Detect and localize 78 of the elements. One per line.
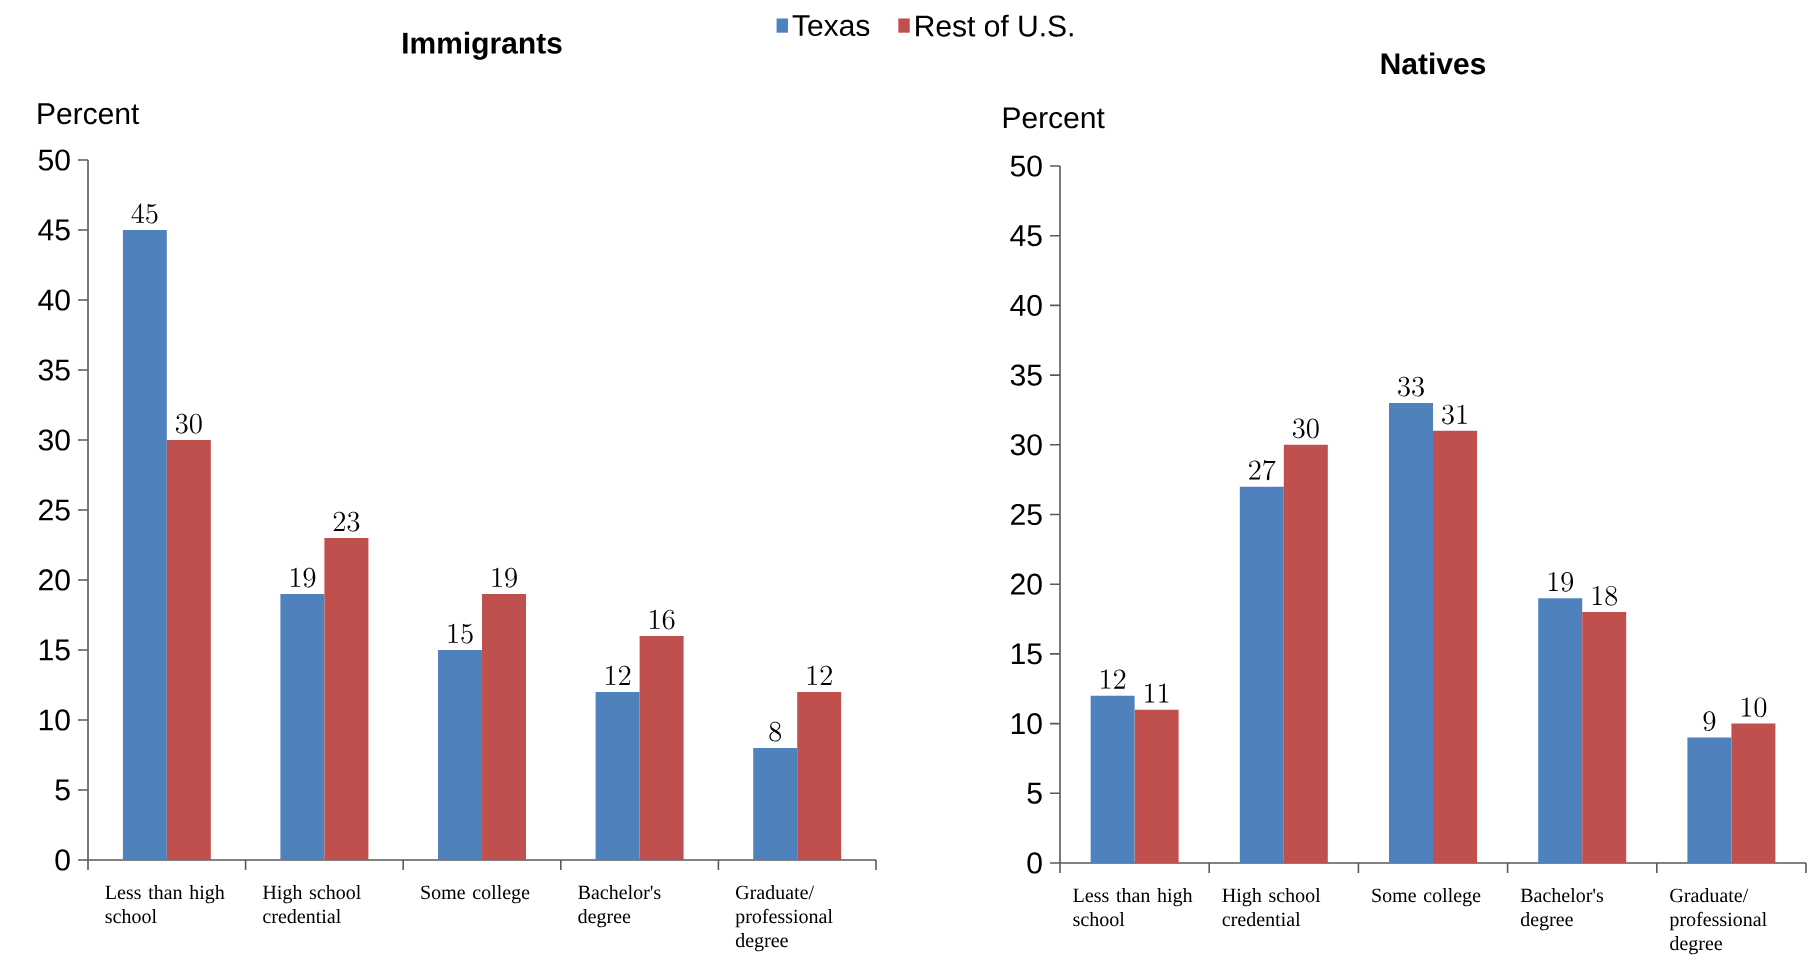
data-label: 10 bbox=[1741, 697, 1767, 718]
y-tick-label: 10 bbox=[39, 709, 70, 731]
y-tick-label: 45 bbox=[38, 219, 70, 241]
x-tick-label: Bachelor's degree bbox=[1520, 888, 1604, 931]
y-tick-label: 0 bbox=[55, 849, 70, 871]
x-tick-label: Graduate/ professional degree bbox=[735, 885, 833, 952]
bar bbox=[1433, 430, 1478, 863]
y-tick-label: 25 bbox=[39, 499, 70, 521]
y-tick-label: 10 bbox=[1011, 712, 1042, 735]
data-label: 12 bbox=[1101, 669, 1126, 689]
y-tick-label: 50 bbox=[38, 149, 70, 171]
data-label: 30 bbox=[1292, 418, 1319, 439]
bar bbox=[797, 692, 842, 860]
data-label: 19 bbox=[290, 567, 316, 588]
y-tick-label: 25 bbox=[1011, 503, 1042, 526]
data-label: 33 bbox=[1398, 376, 1424, 397]
bar bbox=[324, 538, 369, 860]
data-label: 30 bbox=[175, 413, 202, 434]
chart-title: Natives bbox=[1381, 52, 1486, 75]
y-tick-label: 5 bbox=[1027, 782, 1042, 804]
bar bbox=[122, 230, 167, 860]
bar bbox=[1538, 598, 1583, 863]
x-tick-label: Bachelor's degree bbox=[578, 885, 661, 928]
bar bbox=[595, 692, 640, 860]
y-tick-label: 40 bbox=[1010, 294, 1042, 317]
y-tick-label: 35 bbox=[1010, 364, 1042, 386]
bar bbox=[1731, 723, 1776, 863]
y-tick-label: 30 bbox=[38, 429, 70, 451]
x-tick-label: High school credential bbox=[262, 885, 361, 924]
y-axis-title: Percent bbox=[38, 103, 140, 125]
data-label: 16 bbox=[650, 609, 675, 630]
bar bbox=[1134, 709, 1179, 863]
y-tick-label: 45 bbox=[1010, 225, 1042, 247]
legend-label: Rest of U.S. bbox=[916, 14, 1073, 37]
bar bbox=[639, 636, 684, 860]
bar bbox=[1283, 444, 1328, 863]
data-label: 8 bbox=[769, 721, 782, 742]
data-label: 23 bbox=[333, 511, 360, 532]
bar bbox=[1239, 486, 1284, 863]
y-axis-title: Percent bbox=[1003, 107, 1105, 129]
y-tick-label: 40 bbox=[38, 289, 70, 311]
bar bbox=[1090, 695, 1135, 863]
y-tick-label: 20 bbox=[1011, 573, 1042, 595]
bar bbox=[1582, 612, 1627, 863]
data-label: 31 bbox=[1442, 404, 1467, 425]
x-tick-label: Less than high school bbox=[105, 885, 225, 924]
bar bbox=[1389, 402, 1434, 863]
y-tick-label: 5 bbox=[55, 779, 70, 801]
data-label: 12 bbox=[606, 665, 631, 685]
data-label: 18 bbox=[1592, 585, 1618, 606]
y-tick-label: 50 bbox=[1010, 155, 1042, 177]
y-tick-label: 35 bbox=[38, 359, 70, 381]
y-tick-label: 30 bbox=[1010, 434, 1042, 456]
bar bbox=[280, 594, 325, 860]
y-tick-label: 15 bbox=[39, 639, 70, 661]
bar bbox=[482, 594, 527, 860]
x-tick-label: Some college bbox=[421, 885, 530, 904]
bar bbox=[753, 748, 798, 860]
data-label: 9 bbox=[1703, 711, 1716, 732]
bar bbox=[1687, 737, 1732, 863]
data-label: 11 bbox=[1145, 683, 1169, 703]
y-tick-label: 20 bbox=[39, 569, 70, 591]
y-tick-label: 0 bbox=[1027, 852, 1042, 874]
x-tick-label: Less than high school bbox=[1073, 888, 1193, 927]
data-label: 19 bbox=[1548, 571, 1574, 592]
x-tick-label: Graduate/ professional degree bbox=[1669, 888, 1767, 955]
bar bbox=[438, 650, 483, 860]
data-label: 15 bbox=[448, 623, 473, 644]
data-label: 12 bbox=[807, 665, 832, 685]
x-tick-label: High school credential bbox=[1222, 888, 1321, 927]
bar bbox=[166, 440, 211, 860]
data-label: 27 bbox=[1249, 460, 1276, 481]
data-label: 19 bbox=[492, 567, 517, 588]
legend-label: Texas bbox=[792, 15, 870, 37]
y-tick-label: 15 bbox=[1011, 643, 1042, 665]
x-tick-label: Some college bbox=[1372, 888, 1481, 907]
data-label: 45 bbox=[131, 203, 158, 224]
chart-title: Immigrants bbox=[403, 31, 562, 60]
